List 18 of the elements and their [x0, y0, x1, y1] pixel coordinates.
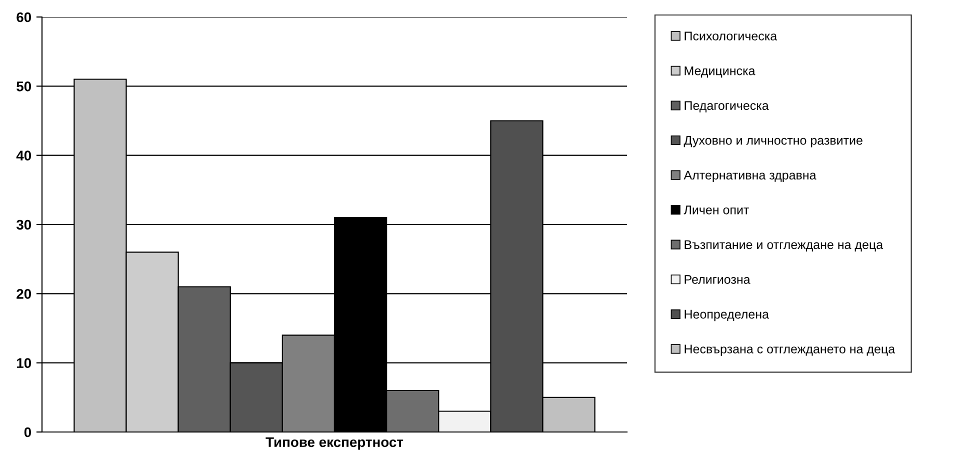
legend-label: Неопределена [684, 310, 769, 322]
legend-label: Несвързана с отглеждането на деца [684, 344, 896, 356]
y-tick-label: 0 [24, 427, 32, 438]
y-tick-label: 60 [16, 12, 32, 22]
legend-label: Психологическа [684, 32, 778, 40]
legend-label: Алтернативна здравна [684, 170, 816, 182]
legend-label: Педагогическа [684, 101, 769, 112]
x-tick-label: Типове експертност [266, 437, 404, 450]
legend-label: Медицинска [684, 66, 756, 78]
legend-label: Духовно и личностно развитие [684, 136, 862, 148]
legend-label: Религиозна [684, 275, 750, 284]
y-tick-label: 20 [16, 289, 32, 299]
y-tick-label: 50 [16, 82, 32, 92]
y-tick-label: 30 [16, 220, 32, 230]
legend-label: Възпитание и отглеждане на деца [684, 240, 884, 252]
legend-label: Личен опит [684, 206, 749, 214]
y-tick-label: 10 [17, 358, 32, 368]
y-tick-label: 40 [16, 150, 32, 161]
